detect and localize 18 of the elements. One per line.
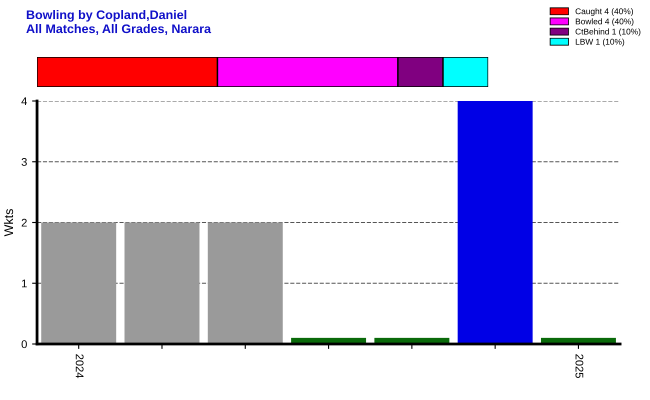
legend-label: Caught 4 (40%) (576, 8, 633, 16)
legend-label: Bowled 4 (40%) (576, 18, 634, 26)
legend-label: CtBehind 1 (10%) (576, 28, 640, 36)
chart-subtitle: All Matches, All Grades, Narara (26, 24, 212, 35)
y-tick-label: 0 (22, 340, 27, 348)
bar (208, 222, 283, 344)
y-axis-title: Wkts (4, 209, 14, 236)
x-tick-label: 2024 (76, 354, 84, 378)
bar (124, 222, 200, 344)
bar (41, 222, 116, 344)
bar (458, 101, 533, 344)
chart-title: Bowling by Copland,Daniel (26, 10, 186, 22)
legend-label: LBW 1 (10%) (576, 38, 624, 46)
x-tick-label: 2025 (575, 354, 584, 378)
y-tick-label: 4 (21, 97, 28, 106)
y-tick-label: 1 (22, 280, 27, 288)
y-tick-label: 3 (22, 158, 27, 166)
y-tick-label: 2 (22, 218, 27, 227)
